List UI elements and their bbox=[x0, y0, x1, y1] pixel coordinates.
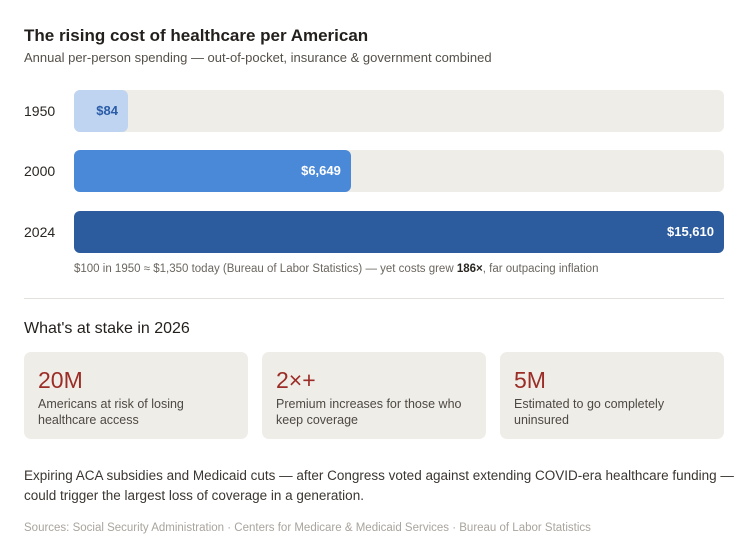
note-text: $100 in 1950 ≈ $1,350 today (Bureau of L… bbox=[74, 263, 457, 275]
bar-2024: $15,610 bbox=[74, 211, 724, 253]
chart-title: The rising cost of healthcare per Americ… bbox=[24, 26, 369, 45]
bar-track: $84 bbox=[74, 90, 724, 132]
stat-value: 20M bbox=[38, 367, 83, 393]
bar-row-2024: 2024 $15,610 bbox=[0, 211, 750, 253]
stat-card: 5M Estimated to go completely uninsured bbox=[500, 352, 724, 439]
value-label: $6,649 bbox=[301, 163, 341, 178]
divider bbox=[24, 298, 724, 299]
category-label: 2000 bbox=[24, 163, 56, 179]
stakes-heading: What's at stake in 2026 bbox=[24, 320, 190, 337]
stat-desc: Estimated to go completely uninsured bbox=[514, 397, 665, 427]
inflation-note: $100 in 1950 ≈ $1,350 today (Bureau of L… bbox=[74, 263, 598, 275]
note-text-end: , far outpacing inflation bbox=[482, 263, 599, 275]
stat-desc: Americans at risk of losing healthcare a… bbox=[38, 397, 184, 427]
category-label: 2024 bbox=[24, 224, 56, 240]
stat-card: 2×+ Premium increases for those who keep … bbox=[262, 352, 486, 439]
bar-track: $15,610 bbox=[74, 211, 724, 253]
value-label: $15,610 bbox=[667, 224, 714, 239]
value-label: $84 bbox=[96, 103, 118, 118]
bar-row-1950: 1950 $84 bbox=[0, 90, 750, 132]
bar-row-2000: 2000 $6,649 bbox=[0, 150, 750, 192]
stat-value: 2×+ bbox=[276, 367, 316, 393]
bar-1950: $84 bbox=[74, 90, 128, 132]
bar-2000: $6,649 bbox=[74, 150, 351, 192]
stat-value: 5M bbox=[514, 367, 546, 393]
summary-paragraph: Expiring ACA subsidies and Medicaid cuts… bbox=[24, 468, 734, 503]
stat-card: 20M Americans at risk of losing healthcar… bbox=[24, 352, 248, 439]
sources: Sources: Social Security Administration … bbox=[24, 522, 591, 534]
note-highlight: 186× bbox=[456, 263, 483, 275]
bar-track: $6,649 bbox=[74, 150, 724, 192]
stat-desc: Premium increases for those who keep cov… bbox=[276, 397, 462, 427]
chart-subtitle: Annual per-person spending — out-of-pock… bbox=[24, 50, 492, 65]
category-label: 1950 bbox=[24, 103, 56, 119]
